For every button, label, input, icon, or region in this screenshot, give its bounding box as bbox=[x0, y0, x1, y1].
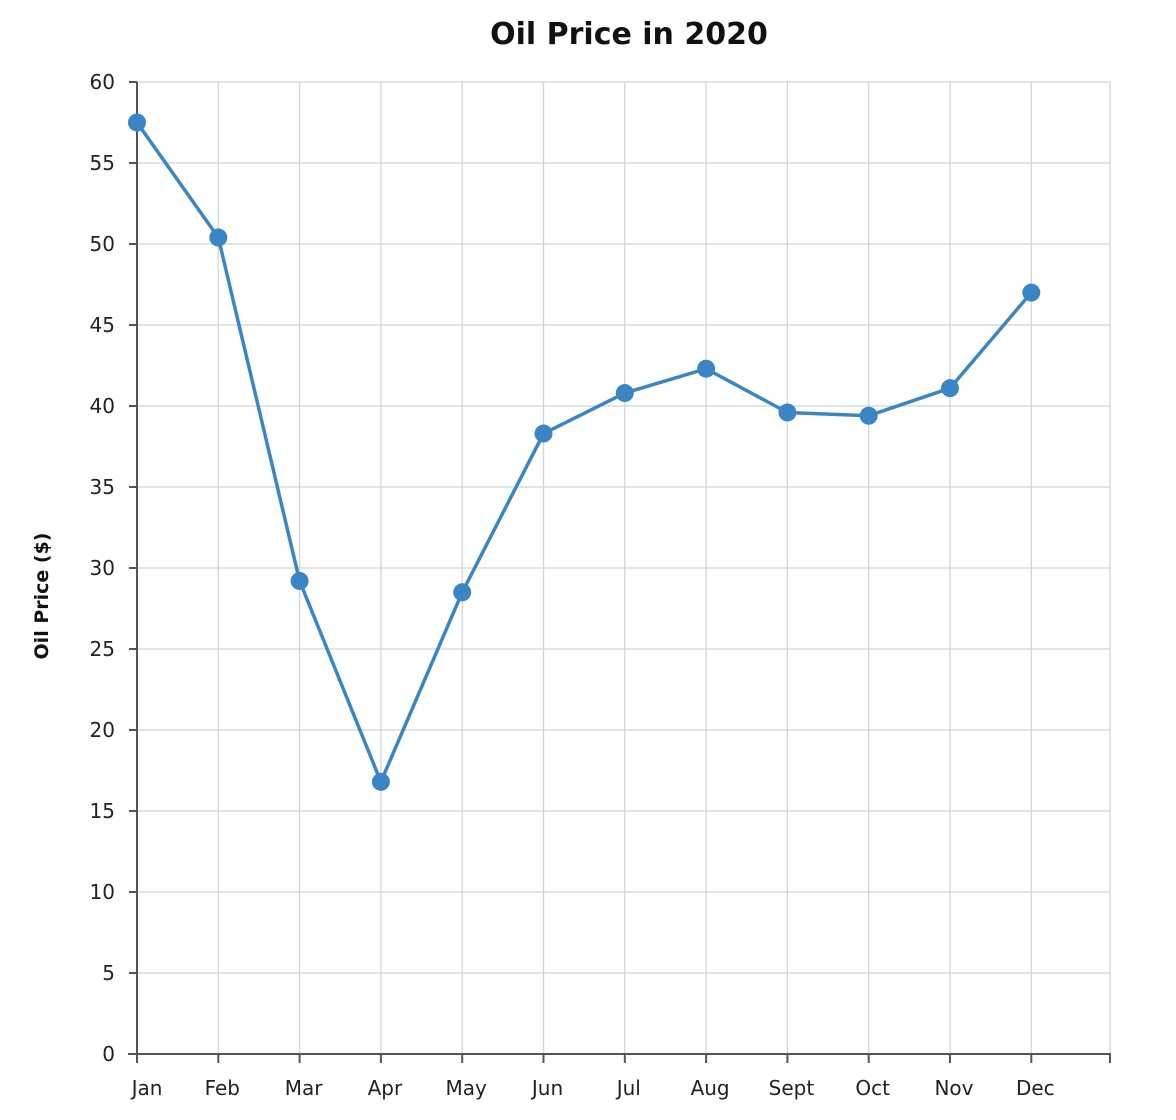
y-tick-label: 5 bbox=[102, 961, 115, 985]
y-tick-label: 15 bbox=[90, 799, 115, 823]
x-tick-label: Jan bbox=[130, 1076, 163, 1100]
series-line bbox=[135, 120, 1034, 784]
data-point[interactable] bbox=[859, 406, 878, 425]
y-tick-label: 55 bbox=[90, 151, 115, 175]
y-tick-label: 40 bbox=[90, 394, 115, 418]
x-tick-label: Jul bbox=[615, 1076, 641, 1100]
tick-labels: 0 5 10 15 20 25 30 35 40 45 50 55 60 Jan Feb Mar Apr May J… bbox=[90, 70, 1055, 1100]
x-tick-label: Feb bbox=[205, 1076, 240, 1100]
chart-title: Oil Price in 2020 bbox=[490, 17, 768, 52]
y-tick-label: 25 bbox=[90, 637, 115, 661]
data-point[interactable] bbox=[209, 228, 228, 247]
data-point[interactable] bbox=[615, 384, 634, 403]
data-point[interactable] bbox=[371, 772, 390, 791]
x-tick-label: Apr bbox=[368, 1076, 403, 1100]
data-point[interactable] bbox=[534, 424, 553, 443]
grid bbox=[137, 81, 1111, 1054]
data-point[interactable] bbox=[697, 359, 716, 378]
data-point[interactable] bbox=[1022, 283, 1041, 302]
x-tick-label: Aug bbox=[691, 1076, 730, 1100]
y-tick-label: 35 bbox=[90, 475, 115, 499]
y-tick-label: 0 bbox=[102, 1042, 115, 1066]
x-tick-label: Jun bbox=[530, 1076, 563, 1100]
data-point[interactable] bbox=[941, 379, 959, 398]
data-point[interactable] bbox=[778, 403, 797, 422]
data-point[interactable] bbox=[453, 583, 472, 602]
x-tick-label: Mar bbox=[285, 1076, 324, 1100]
axes bbox=[128, 81, 1111, 1063]
y-tick-label: 45 bbox=[90, 313, 115, 337]
x-tick-label: Oct bbox=[855, 1076, 890, 1100]
y-tick-label: 10 bbox=[90, 880, 115, 904]
y-tick-label: 30 bbox=[90, 556, 115, 580]
data-point[interactable] bbox=[290, 571, 309, 590]
y-tick-label: 60 bbox=[90, 70, 115, 94]
x-tick-label: Sept bbox=[769, 1076, 815, 1100]
data-point[interactable] bbox=[128, 113, 146, 132]
x-tick-label: May bbox=[446, 1076, 488, 1100]
x-tick-label: Dec bbox=[1016, 1076, 1055, 1100]
y-tick-label: 50 bbox=[90, 232, 115, 256]
y-tick-label: 20 bbox=[90, 718, 115, 742]
series bbox=[128, 113, 1041, 791]
x-tick-label: Nov bbox=[934, 1076, 973, 1100]
y-axis-label: Oil Price ($) bbox=[31, 533, 53, 660]
